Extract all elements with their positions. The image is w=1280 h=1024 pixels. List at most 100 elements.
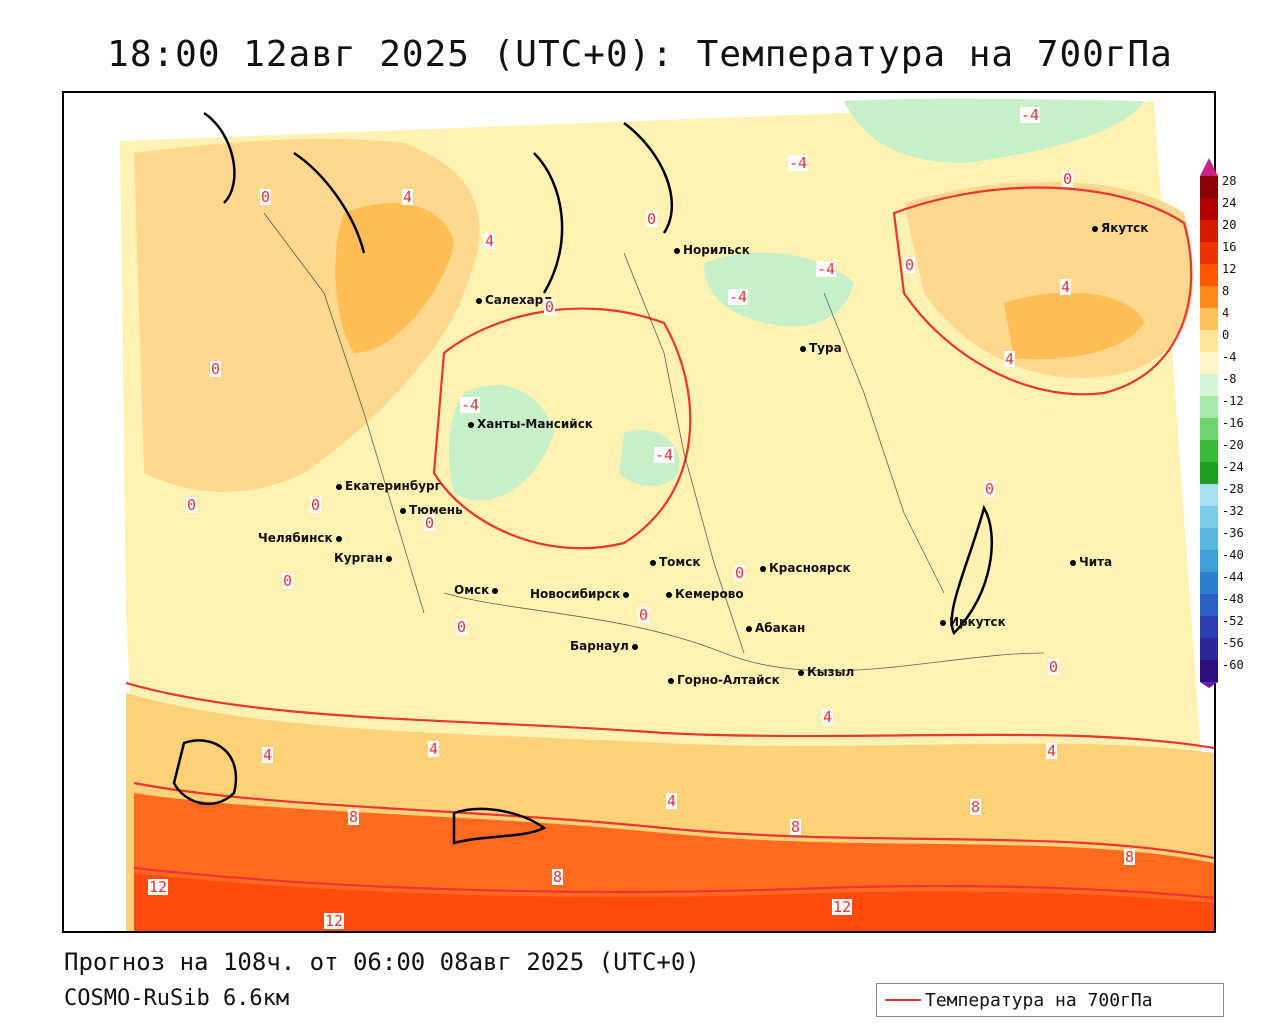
balkhash-lake xyxy=(452,807,547,845)
isoline-label: 8 xyxy=(1124,848,1136,866)
isoline-label: 0 xyxy=(186,496,198,514)
zone-east-hot xyxy=(1004,292,1144,360)
isoline-label: 8 xyxy=(348,808,360,826)
caspian-north xyxy=(172,739,238,806)
isoline-label: 0 xyxy=(904,256,916,274)
colorbar-cell xyxy=(1200,176,1218,198)
isoline-label: 12 xyxy=(148,878,169,896)
city-abakan: Абакан xyxy=(746,621,805,635)
isoline-label: 0 xyxy=(1062,170,1074,188)
isoline-label: -4 xyxy=(788,154,809,172)
colorbar-cell xyxy=(1200,462,1218,484)
colorbar-cell xyxy=(1200,418,1218,440)
city-dot xyxy=(798,669,804,676)
isoline-label: 0 xyxy=(282,572,294,590)
isoline-label: -4 xyxy=(1020,106,1041,124)
isoline-label: 0 xyxy=(260,188,272,206)
colorbar-cell xyxy=(1200,352,1218,374)
isoline-12 xyxy=(133,866,1214,900)
colorbar-cell xyxy=(1200,198,1218,220)
isoline-label: 0 xyxy=(310,496,322,514)
city-dot xyxy=(623,591,630,598)
colorbar-tick-label: -44 xyxy=(1222,570,1244,584)
colorbar-cell xyxy=(1200,506,1218,528)
map-title: 18:00 12авг 2025 (UTC+0): Температура на… xyxy=(107,34,1173,75)
colorbar-tick-label: -12 xyxy=(1222,394,1244,408)
isoline-0-east xyxy=(892,186,1193,396)
colorbar-cell xyxy=(1200,528,1218,550)
colorbar-tick-label: -48 xyxy=(1222,592,1244,606)
isoline-label: -4 xyxy=(816,260,837,278)
colorbar-tick-label: -16 xyxy=(1222,416,1244,430)
isoline-label: 4 xyxy=(1060,278,1072,296)
colorbar-cell xyxy=(1200,572,1218,594)
legend-label: Температура на 700гПа xyxy=(925,990,1153,1011)
colorbar-tick-label: 24 xyxy=(1222,196,1237,210)
cold-pocket-north xyxy=(844,98,1144,163)
map-panel: Салехард Норильск Якутск Тура Ханты-Манс… xyxy=(62,91,1216,933)
admin-border-4 xyxy=(443,592,1045,672)
isoline-label: 0 xyxy=(734,564,746,582)
city-gorno-altaysk: Горно-Алтайск xyxy=(668,673,780,687)
colorbar-cell xyxy=(1200,374,1218,396)
isoline-label: 0 xyxy=(1048,658,1060,676)
colorbar-cell xyxy=(1200,660,1218,682)
admin-border-2 xyxy=(623,252,745,654)
isoline-label: 12 xyxy=(324,912,345,930)
isoline-label: 8 xyxy=(790,818,802,836)
isoline-label: 0 xyxy=(544,298,556,316)
city-dot xyxy=(476,297,482,304)
cold-pocket-khanty xyxy=(448,385,554,501)
isoline-label: 4 xyxy=(666,792,678,810)
colorbar-cell xyxy=(1200,484,1218,506)
isoline-label: 4 xyxy=(1004,350,1016,368)
city-kurgan: Курган xyxy=(334,551,395,565)
city-dot xyxy=(631,643,638,650)
city-irkutsk: Иркутск xyxy=(940,615,1006,629)
isoline-label: 4 xyxy=(822,708,834,726)
isoline-label: -4 xyxy=(460,396,481,414)
isoline-label: 0 xyxy=(210,360,222,378)
city-dot xyxy=(385,555,392,562)
colorbar-tick-label: -40 xyxy=(1222,548,1244,562)
colorbar-bottom-arrow xyxy=(1200,682,1218,688)
colorbar-tick-label: -8 xyxy=(1222,372,1237,386)
city-chelyabinsk: Челябинск xyxy=(258,531,345,545)
colorbar-tick-label: 0 xyxy=(1222,328,1230,342)
colorbar-cell xyxy=(1200,330,1218,352)
isoline-4 xyxy=(125,681,1214,750)
colorbar-cell xyxy=(1200,308,1218,330)
city-dot xyxy=(492,587,499,594)
isoline-label: 4 xyxy=(428,740,440,758)
city-kyzyl: Кызыл xyxy=(798,665,854,679)
isoline-label: 0 xyxy=(646,210,658,228)
colorbar-top-arrow xyxy=(1200,158,1218,176)
city-tyumen: Тюмень xyxy=(400,503,463,517)
legend-line-swatch xyxy=(885,999,921,1001)
colorbar-tick-label: -32 xyxy=(1222,504,1244,518)
city-khanty-mansiysk: Ханты-Мансийск xyxy=(468,417,593,431)
zone-12 xyxy=(134,873,1214,931)
cold-pocket-tomsk xyxy=(619,429,680,487)
city-barnaul: Барнаул xyxy=(570,639,641,653)
city-norilsk: Норильск xyxy=(674,243,750,257)
city-dot xyxy=(1092,225,1098,232)
city-dot xyxy=(674,247,680,254)
colorbar-tick-label: -52 xyxy=(1222,614,1244,628)
isoline-label: -4 xyxy=(728,288,749,306)
colorbar-tick-label: -28 xyxy=(1222,482,1244,496)
isoline-label: 0 xyxy=(456,618,468,636)
zone-nw-hot xyxy=(335,203,454,353)
city-kemerovo: Кемерово xyxy=(666,587,744,601)
isoline-label: 8 xyxy=(552,868,564,886)
city-chita: Чита xyxy=(1070,555,1112,569)
city-omsk: Омск xyxy=(454,583,501,597)
colorbar-tick-label: 12 xyxy=(1222,262,1237,276)
colorbar-tick-label: -20 xyxy=(1222,438,1244,452)
colorbar-tick-label: 16 xyxy=(1222,240,1237,254)
city-yakutsk: Якутск xyxy=(1092,221,1148,235)
colorbar-cell xyxy=(1200,242,1218,264)
lake-baikal xyxy=(950,504,993,636)
isoline-label: 12 xyxy=(832,898,853,916)
isoline-label: 4 xyxy=(1046,742,1058,760)
